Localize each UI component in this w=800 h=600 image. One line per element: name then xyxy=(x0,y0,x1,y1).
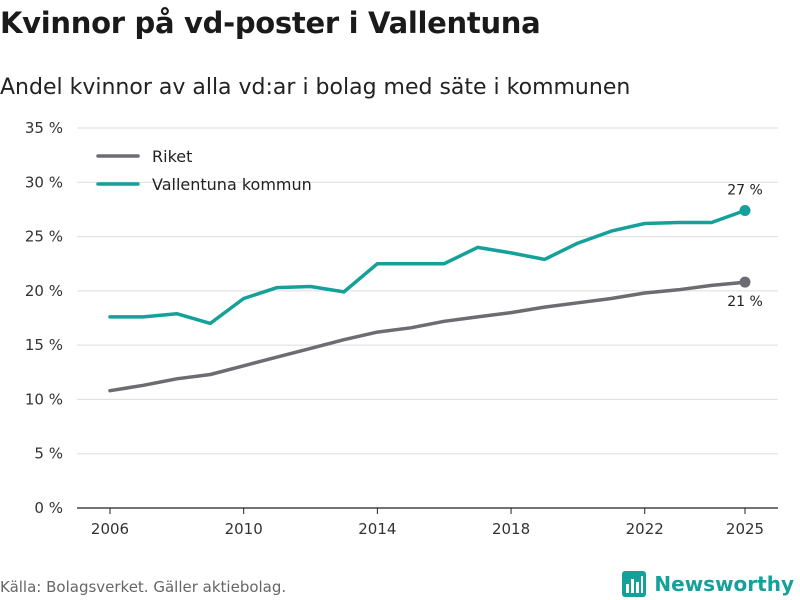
series-lines: 21 % 27 % xyxy=(108,183,763,393)
x-tick-label: 2022 xyxy=(626,520,664,538)
legend-label-vallentuna: Vallentuna kommun xyxy=(152,175,312,194)
x-tick-label: 2018 xyxy=(492,520,530,538)
y-tick-label: 0 % xyxy=(34,499,63,517)
y-axis: 0 % 5 % 10 % 15 % 20 % 25 % 30 % 35 % xyxy=(25,119,63,517)
brand-name: Newsworthy xyxy=(654,572,794,596)
end-point-riket xyxy=(739,276,751,288)
y-tick-label: 35 % xyxy=(25,119,63,137)
gridlines xyxy=(77,127,778,509)
chart-subtitle: Andel kvinnor av alla vd:ar i bolag med … xyxy=(0,75,631,100)
x-tick-label: 2014 xyxy=(358,520,396,538)
end-label-vallentuna: 27 % xyxy=(727,183,763,199)
y-tick-label: 15 % xyxy=(25,336,63,354)
chart-title: Kvinnor på vd-poster i Vallentuna xyxy=(0,6,541,40)
x-tick-label: 2025 xyxy=(726,520,764,538)
y-tick-label: 30 % xyxy=(25,173,63,191)
x-tick-label: 2006 xyxy=(91,520,129,538)
brand-logo: Newsworthy xyxy=(622,570,794,598)
end-label-riket: 21 % xyxy=(727,294,763,310)
source-note: Källa: Bolagsverket. Gäller aktiebolag. xyxy=(0,578,287,596)
series-line-riket xyxy=(108,280,747,393)
y-tick-label: 20 % xyxy=(25,282,63,300)
end-point-vallentuna xyxy=(739,205,751,217)
line-chart: 0 %5 %10 %15 %20 %25 %30 %35 % 2006 2010 2… xyxy=(25,119,778,538)
series-line-vallentuna xyxy=(108,208,747,326)
x-tick-label: 2010 xyxy=(225,520,263,538)
legend-label-riket: Riket xyxy=(152,147,192,166)
y-tick-label: 25 % xyxy=(25,228,63,246)
legend: Riket Vallentuna kommun xyxy=(96,147,312,194)
y-tick-label: 5 % xyxy=(34,445,63,463)
newsworthy-logo-icon xyxy=(622,571,647,597)
y-tick-label: 10 % xyxy=(25,390,63,408)
x-axis: 2006 2010 2014 2018 2022 2025 xyxy=(91,508,764,538)
